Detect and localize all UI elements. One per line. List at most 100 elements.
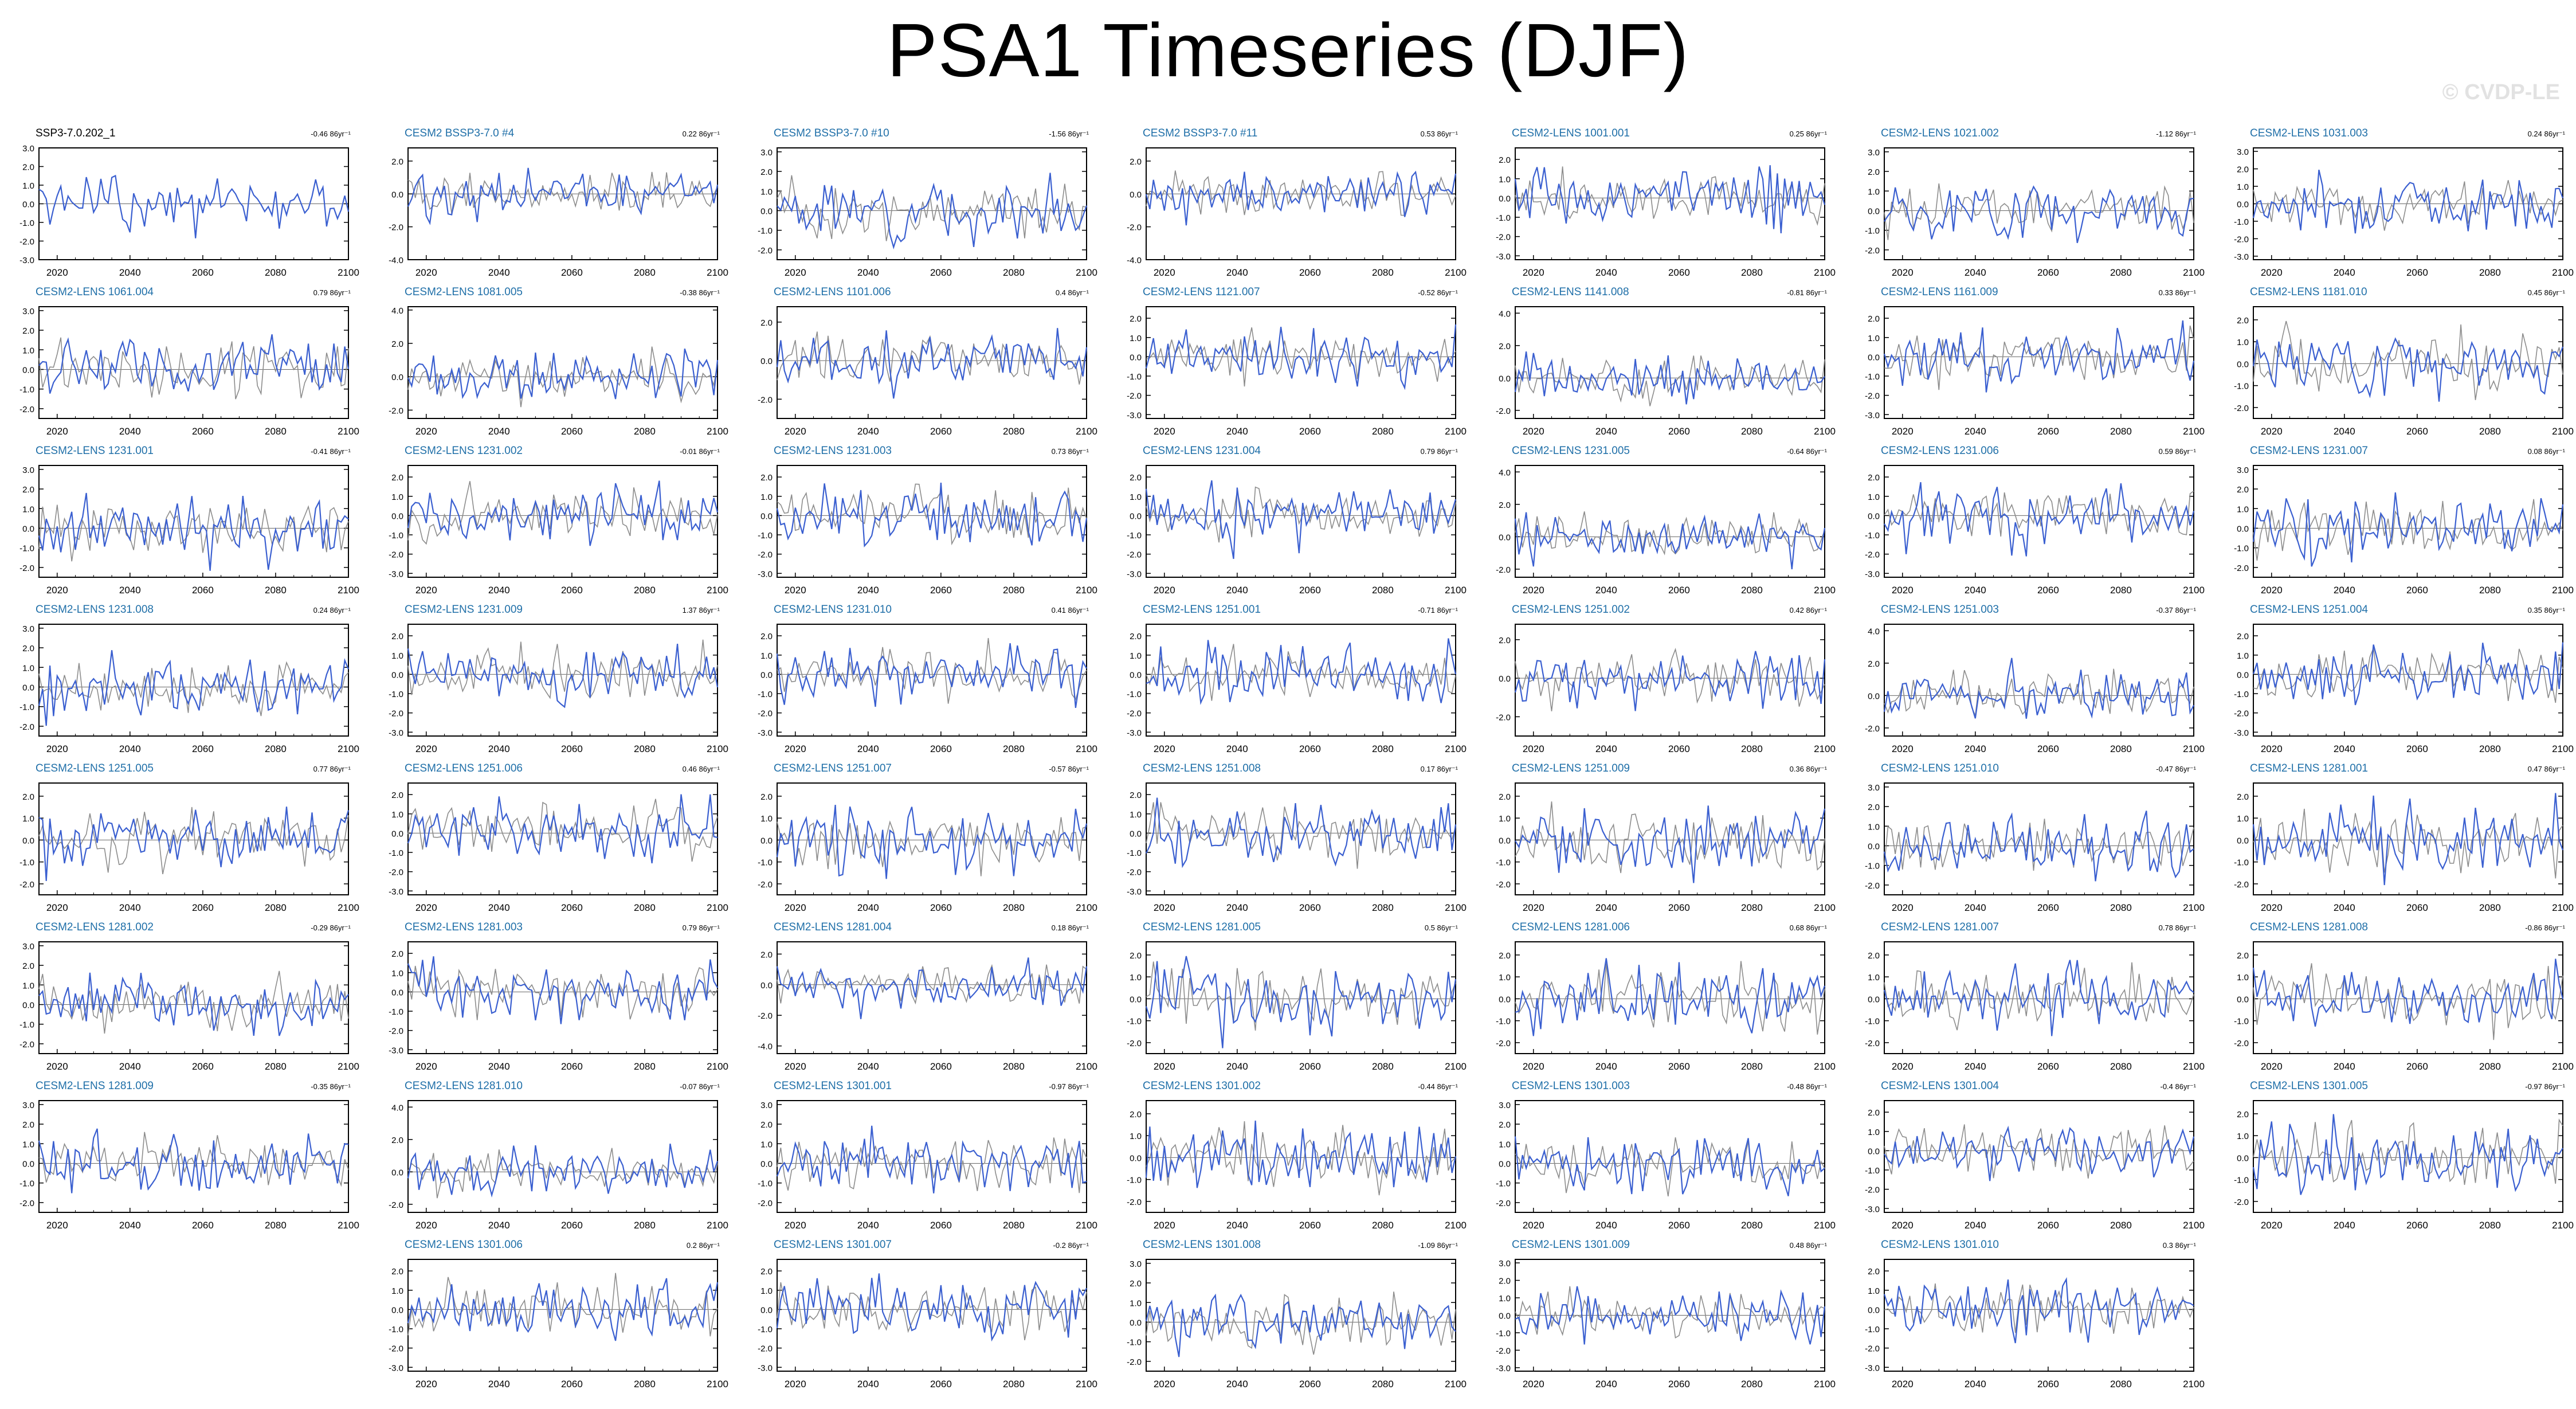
- timeseries-panel: CESM2-LENS 1301.006 0.2 86yr⁻¹ -3.0 -2.0 -1.…: [389, 1239, 728, 1390]
- x-tick-label: 2060: [561, 426, 583, 437]
- x-tick-label: 2100: [2552, 1061, 2574, 1072]
- y-tick-label: -1.0: [2234, 1176, 2249, 1185]
- y-tick-label: 1.0: [22, 981, 34, 991]
- y-tick-label: 2.0: [1868, 1267, 1880, 1277]
- reference-series-line: [38, 661, 349, 717]
- y-tick-label: 2.0: [391, 339, 403, 349]
- timeseries-panel: CESM2-LENS 1251.004 0.35 86yr⁻¹ -3.0 -2.0 -1…: [2234, 604, 2574, 754]
- x-tick-label: 2020: [1523, 585, 1544, 596]
- y-tick-label: -3.0: [758, 728, 773, 738]
- timeseries-panel: CESM2-LENS 1251.006 0.46 86yr⁻¹ -3.0 -2.0 -1…: [389, 762, 728, 913]
- panel-title: CESM2-LENS 1251.004: [2250, 604, 2368, 616]
- member-series-line: [1514, 165, 1826, 233]
- y-tick-label: 0.0: [760, 1159, 773, 1169]
- y-tick-label: 0.0: [1499, 1312, 1511, 1321]
- member-series-line: [1514, 351, 1825, 405]
- member-series-line: [1146, 797, 1457, 868]
- member-series-line: [1514, 651, 1826, 711]
- reference-series-line: [777, 964, 1087, 1005]
- x-tick-label: 2080: [1372, 902, 1394, 913]
- x-tick-label: 2100: [338, 585, 359, 596]
- panel-title: CESM2-LENS 1231.010: [774, 604, 892, 616]
- reference-series-line: [2253, 963, 2563, 1040]
- y-tick-label: 1.0: [760, 1286, 773, 1296]
- y-tick-label: -1.0: [758, 1179, 773, 1189]
- trend-label: -0.4 86yr⁻¹: [2161, 1082, 2197, 1091]
- y-tick-label: -1.0: [1127, 1338, 1142, 1348]
- y-tick-label: 2.0: [1499, 1277, 1511, 1286]
- y-tick-label: 3.0: [1130, 1259, 1142, 1269]
- y-tick-label: 2.0: [1499, 636, 1511, 645]
- timeseries-panel: CESM2-LENS 1251.005 0.77 86yr⁻¹ -2.0 -1.0 0.…: [19, 762, 359, 913]
- member-series-line: [1884, 185, 2194, 244]
- x-tick-label: 2020: [1154, 585, 1175, 596]
- x-tick-label: 2080: [2479, 1061, 2501, 1072]
- x-tick-label: 2100: [2552, 1220, 2574, 1231]
- trend-label: -0.2 86yr⁻¹: [1053, 1241, 1089, 1250]
- x-tick-label: 2020: [785, 1061, 806, 1072]
- x-tick-label: 2100: [338, 743, 359, 754]
- x-tick-label: 2060: [561, 902, 583, 913]
- timeseries-panel: CESM2-LENS 1231.007 0.08 86yr⁻¹ -2.0 -1.0 0.…: [2234, 445, 2574, 596]
- y-tick-label: 2.0: [2237, 951, 2249, 961]
- trend-label: 0.42 86yr⁻¹: [1790, 606, 1828, 615]
- x-tick-label: 2080: [1741, 902, 1763, 913]
- x-tick-label: 2080: [1003, 902, 1025, 913]
- x-tick-label: 2040: [1595, 585, 1617, 596]
- y-tick-label: 0.0: [22, 365, 34, 375]
- x-tick-label: 2060: [1668, 1061, 1690, 1072]
- y-tick-label: 2.0: [1499, 342, 1511, 351]
- x-tick-label: 2040: [1965, 743, 1986, 754]
- panel-title: CESM2-LENS 1081.005: [405, 286, 523, 298]
- x-tick-label: 2060: [930, 1379, 952, 1390]
- panel-title: CESM2-LENS 1281.003: [405, 921, 523, 933]
- y-tick-label: -3.0: [1865, 569, 1880, 579]
- y-tick-label: 0.0: [391, 190, 403, 199]
- y-tick-label: -1.0: [19, 385, 34, 395]
- x-tick-label: 2080: [265, 1061, 287, 1072]
- trend-label: 0.53 86yr⁻¹: [1421, 130, 1458, 138]
- y-tick-label: -1.0: [1127, 531, 1142, 541]
- trend-label: -0.97 86yr⁻¹: [2525, 1082, 2565, 1091]
- y-tick-label: -1.0: [2234, 217, 2249, 227]
- reference-series-line: [1884, 962, 2194, 1031]
- panel-title: CESM2-LENS 1301.006: [405, 1239, 523, 1251]
- x-tick-label: 2020: [46, 426, 68, 437]
- x-tick-label: 2040: [1226, 1220, 1248, 1231]
- x-tick-label: 2080: [265, 1220, 287, 1231]
- y-tick-label: 2.0: [2237, 632, 2249, 641]
- x-tick-label: 2020: [2261, 902, 2283, 913]
- y-tick-label: -1.0: [1127, 372, 1142, 382]
- x-tick-label: 2100: [1076, 585, 1097, 596]
- y-tick-label: -2.0: [1865, 881, 1880, 891]
- x-tick-label: 2080: [2110, 902, 2132, 913]
- y-tick-label: 1.0: [760, 651, 773, 661]
- x-tick-label: 2100: [1814, 1220, 1836, 1231]
- panel-title: CESM2-LENS 1281.008: [2250, 921, 2368, 933]
- x-tick-label: 2020: [1154, 1220, 1175, 1231]
- timeseries-panel: CESM2-LENS 1281.007 0.78 86yr⁻¹ -2.0 -1.0 0.…: [1865, 921, 2205, 1072]
- y-tick-label: -1.0: [1865, 862, 1880, 871]
- timeseries-panel: CESM2-LENS 1281.004 0.18 86yr⁻¹ -4.0 -2.0 0.…: [758, 921, 1097, 1072]
- x-tick-label: 2080: [1003, 267, 1025, 278]
- panel-title: CESM2-LENS 1281.002: [36, 921, 154, 933]
- member-series-line: [776, 1273, 1087, 1342]
- panel-title: CESM2-LENS 1251.009: [1512, 762, 1630, 774]
- x-tick-label: 2060: [2406, 902, 2428, 913]
- y-tick-label: -1.0: [1496, 1179, 1511, 1189]
- y-tick-label: 1.0: [760, 1140, 773, 1149]
- y-tick-label: 1.0: [22, 1140, 34, 1149]
- y-tick-label: -1.0: [19, 858, 34, 868]
- x-tick-label: 2020: [785, 585, 806, 596]
- y-tick-label: 2.0: [1868, 803, 1880, 812]
- panel-title: CESM2-LENS 1251.007: [774, 762, 892, 774]
- trend-label: 0.46 86yr⁻¹: [683, 765, 720, 773]
- y-tick-label: -1.0: [19, 1020, 34, 1030]
- x-tick-label: 2040: [119, 902, 141, 913]
- y-tick-label: -1.0: [389, 531, 403, 541]
- y-tick-label: 0.0: [22, 683, 34, 692]
- y-tick-label: 0.0: [391, 988, 403, 997]
- x-tick-label: 2100: [1445, 585, 1467, 596]
- x-tick-label: 2060: [2037, 267, 2059, 278]
- y-tick-label: -2.0: [2234, 563, 2249, 573]
